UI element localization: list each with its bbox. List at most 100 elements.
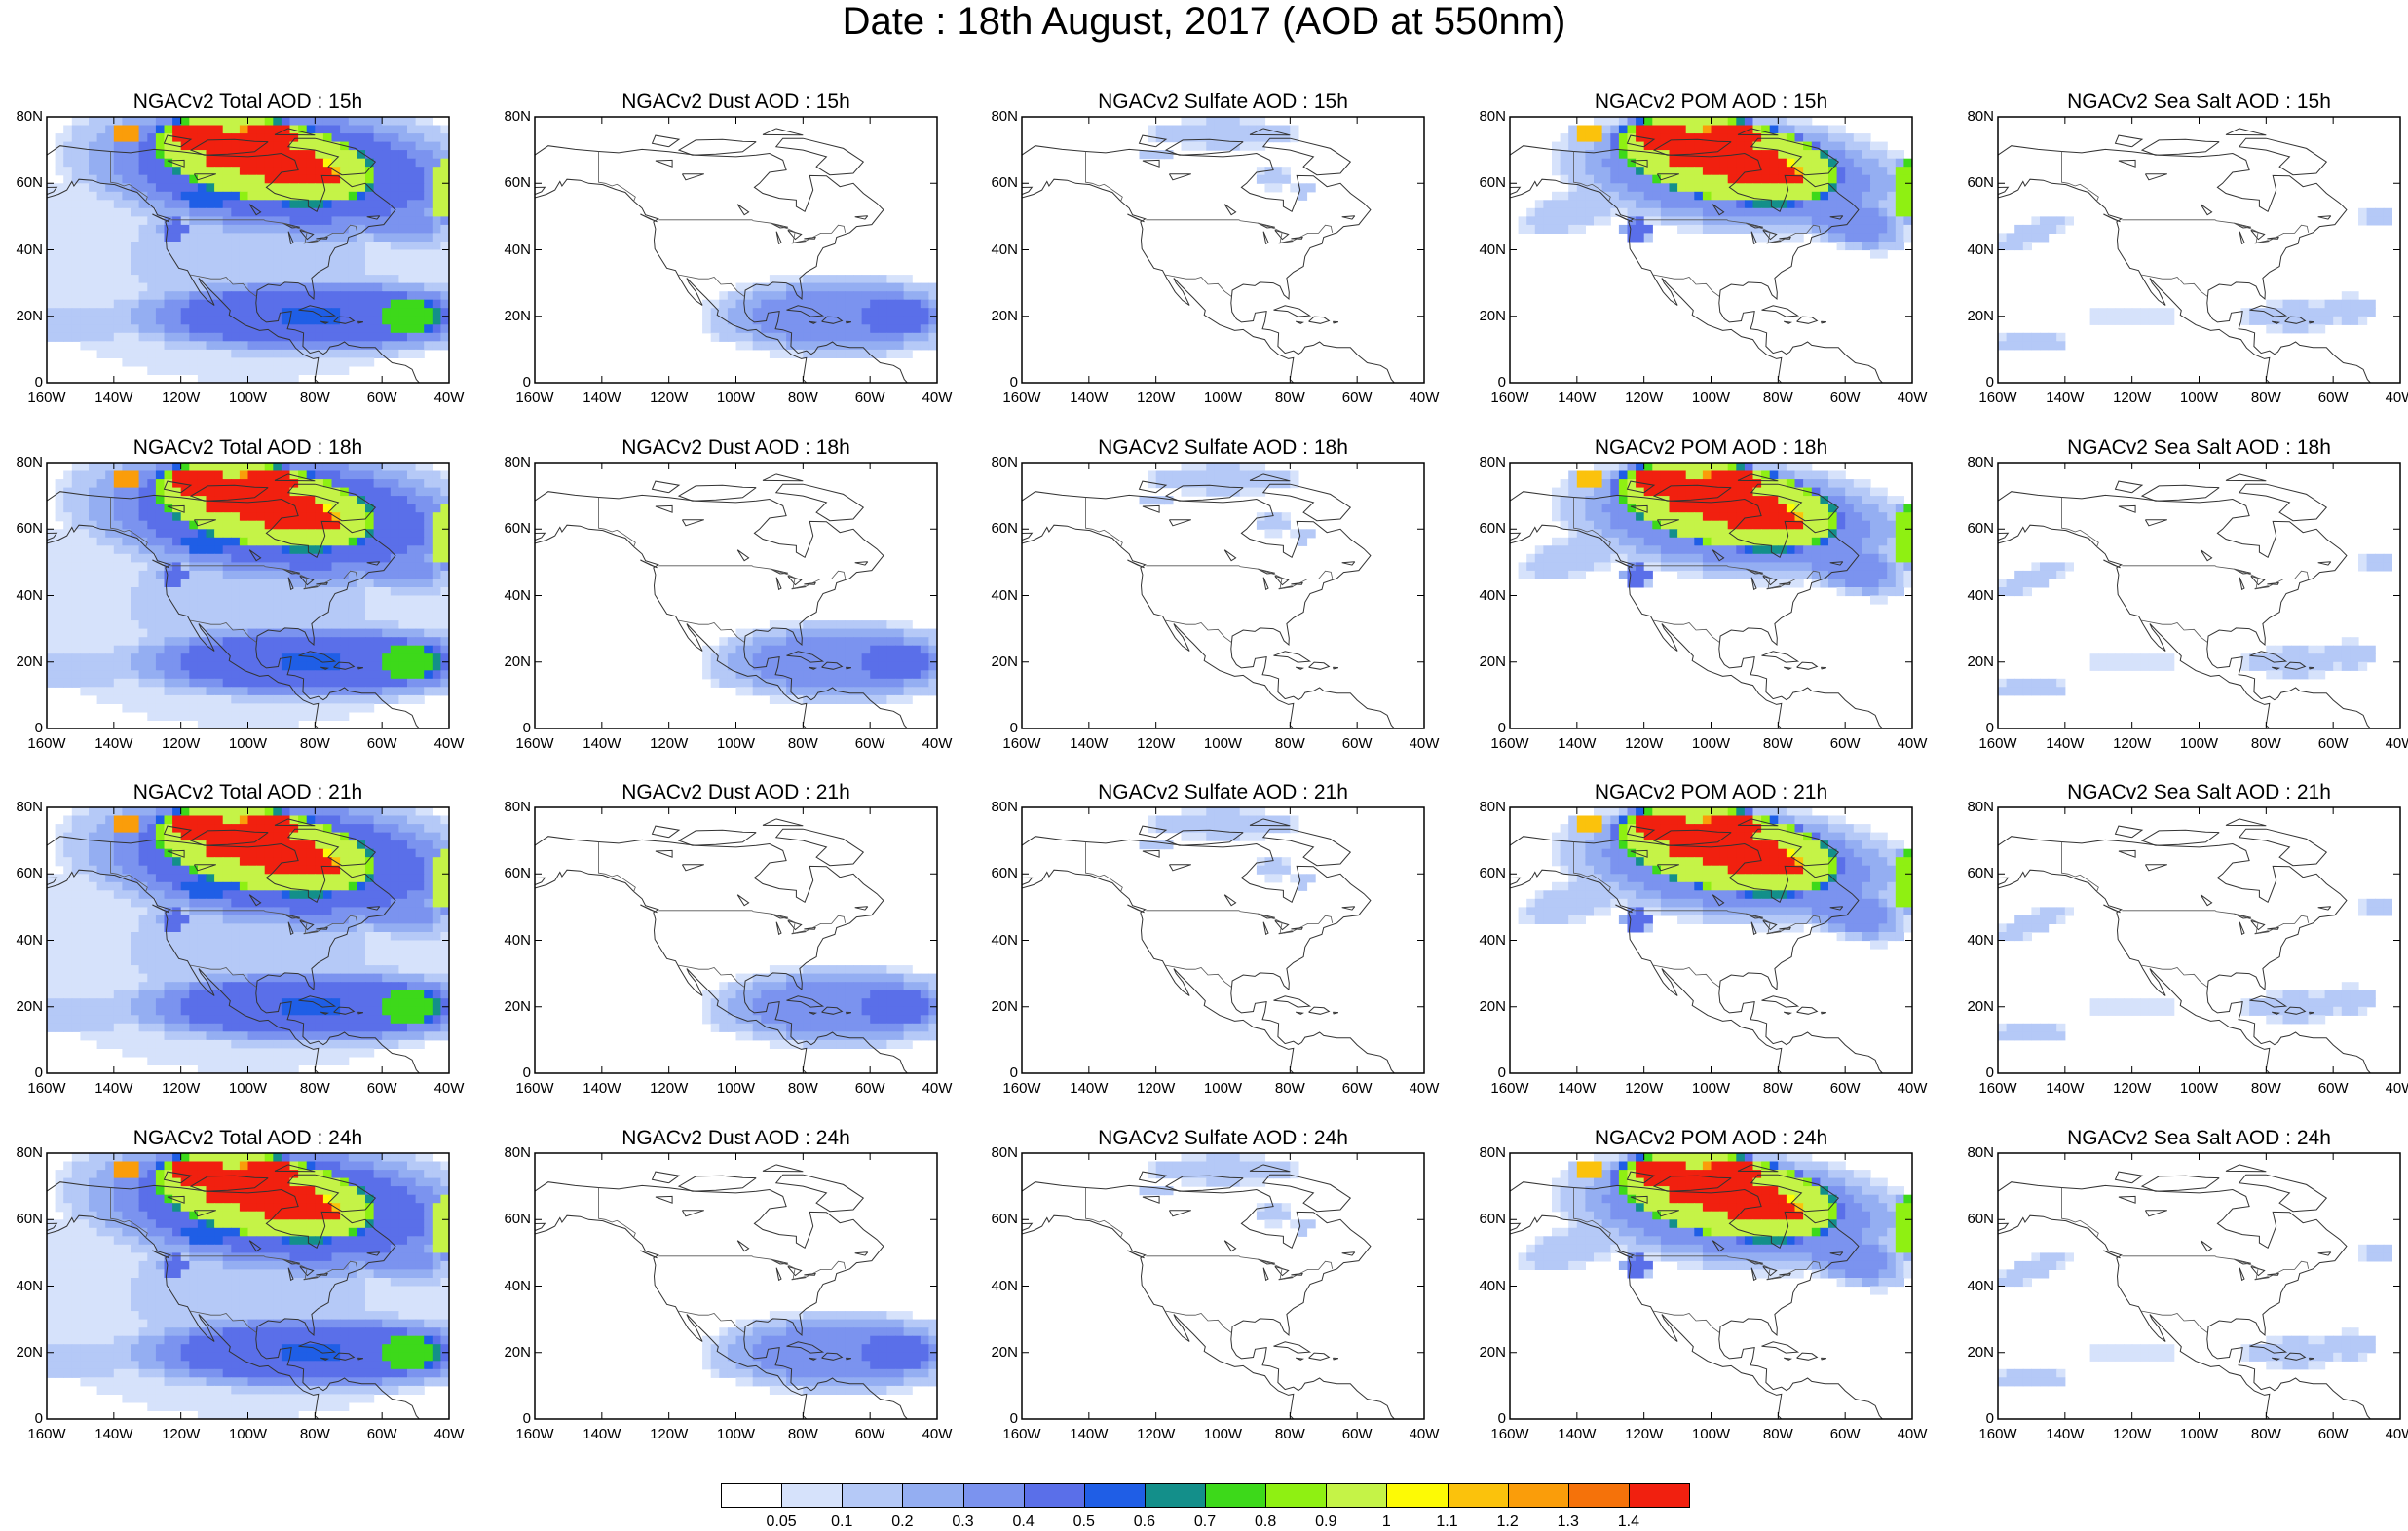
political-borders xyxy=(2061,497,2310,643)
lon-tick-label: 40W xyxy=(1409,735,1440,752)
lon-tick-label: 120W xyxy=(1625,1080,1664,1097)
aod-map xyxy=(1509,1152,1913,1420)
map-panel-seasalt-18h: NGACv2 Sea Salt AOD : 18h 80N 60N 40N 20N 0 16… xyxy=(1951,436,2408,752)
lat-tick-label: 80N xyxy=(1479,454,1506,470)
lat-tick-label: 0 xyxy=(1009,1064,1018,1081)
map-panel-sulfate-24h: NGACv2 Sulfate AOD : 24h 80N 60N 40N 20N 0 160… xyxy=(975,1127,1439,1442)
aod-map xyxy=(1021,806,1425,1074)
lat-tick-label: 20N xyxy=(1479,653,1506,670)
panel-title: NGACv2 Total AOD : 18h xyxy=(132,436,363,459)
aod-map xyxy=(1509,806,1913,1074)
lon-tick-label: 160W xyxy=(1002,1426,1041,1442)
map-panel-total-21h: NGACv2 Total AOD : 21h 80N 60N 40N 20N 0 160W 1… xyxy=(0,781,464,1097)
lon-tick-label: 140W xyxy=(1070,1080,1109,1097)
lon-tick-label: 120W xyxy=(1137,735,1176,752)
lat-tick-label: 60N xyxy=(1967,865,1994,882)
map-panel-dust-15h: NGACv2 Dust AOD : 15h 80N 60N 40N 20N 0 160W 14… xyxy=(488,91,952,406)
colorbar-label: 1.2 xyxy=(1496,1513,1519,1530)
lat-tick-label: 40N xyxy=(991,586,1018,604)
lon-tick-label: 120W xyxy=(162,390,201,406)
colorbar: 0.05 0.1 0.2 0.3 0.4 0.5 0.6 0.7 0.8 0.9 1 1.1 1.2 1.… xyxy=(721,1483,1690,1531)
lat-tick-label: 40N xyxy=(16,1277,43,1294)
coastlines xyxy=(47,818,421,1073)
lat-tick-label: 60N xyxy=(991,1211,1018,1228)
lon-tick-label: 100W xyxy=(228,735,268,752)
colorbar-label: 1 xyxy=(1381,1513,1391,1530)
political-borders xyxy=(2061,841,2310,988)
colorbar-swatch xyxy=(1265,1483,1328,1508)
map-panel-pom-18h: NGACv2 POM AOD : 18h 80N 60N 40N 20N 0 160W 140… xyxy=(1463,436,1927,752)
aod-field xyxy=(702,620,937,704)
political-borders xyxy=(598,151,847,297)
lon-tick-label: 160W xyxy=(1490,390,1529,406)
lon-tick-label: 120W xyxy=(1137,1426,1176,1442)
lat-tick-label: 0 xyxy=(522,720,531,736)
lat-tick-label: 60N xyxy=(991,865,1018,882)
lat-tick-label: 20N xyxy=(1967,997,1994,1015)
lat-tick-label: 20N xyxy=(504,653,531,670)
political-borders xyxy=(2061,1187,2310,1333)
aod-field xyxy=(1998,207,2392,351)
panel-title: NGACv2 POM AOD : 24h xyxy=(1594,1127,1828,1149)
lon-tick-label: 80W xyxy=(299,1426,330,1442)
map-panel-total-24h: NGACv2 Total AOD : 24h 80N 60N 40N 20N 0 160W 1… xyxy=(0,1127,464,1442)
map-panel-sulfate-15h: NGACv2 Sulfate AOD : 15h 80N 60N 40N 20N 0 160… xyxy=(975,91,1439,406)
lon-tick-label: 100W xyxy=(716,735,756,752)
lat-tick-label: 0 xyxy=(1985,1064,1994,1081)
colorbar-label: 1.4 xyxy=(1617,1513,1639,1530)
lon-tick-label: 160W xyxy=(27,735,66,752)
aod-field xyxy=(1998,553,2392,696)
lon-tick-label: 120W xyxy=(1137,390,1176,406)
colorbar-swatch xyxy=(1205,1483,1267,1508)
political-borders xyxy=(1085,841,1334,988)
colorbar-swatch xyxy=(1567,1483,1630,1508)
lat-tick-label: 40N xyxy=(16,931,43,949)
lon-tick-label: 60W xyxy=(1829,390,1861,406)
lon-tick-label: 80W xyxy=(299,735,330,752)
colorbar-swatch xyxy=(1386,1483,1449,1508)
lon-tick-label: 160W xyxy=(1490,735,1529,752)
map-panel-sulfate-21h: NGACv2 Sulfate AOD : 21h 80N 60N 40N 20N 0 160… xyxy=(975,781,1439,1097)
lon-tick-label: 100W xyxy=(228,390,268,406)
colorbar-label: 0.9 xyxy=(1315,1513,1337,1530)
colorbar-swatch xyxy=(1144,1483,1206,1508)
lat-tick-label: 80N xyxy=(991,799,1018,815)
lat-tick-label: 0 xyxy=(1497,374,1506,391)
lat-tick-label: 60N xyxy=(1479,1211,1506,1228)
lon-tick-label: 40W xyxy=(1409,1080,1440,1097)
aod-field xyxy=(47,1153,449,1419)
lat-tick-label: 80N xyxy=(991,454,1018,470)
panel-title: NGACv2 Sulfate AOD : 21h xyxy=(1098,781,1348,803)
lon-tick-label: 120W xyxy=(2113,1426,2152,1442)
lat-tick-label: 40N xyxy=(991,931,1018,949)
lon-tick-label: 140W xyxy=(1070,1426,1109,1442)
map-panel-dust-21h: NGACv2 Dust AOD : 21h 80N 60N 40N 20N 0 160W 14… xyxy=(488,781,952,1097)
aod-map xyxy=(46,462,450,729)
lat-tick-label: 0 xyxy=(1009,1410,1018,1427)
panel-title: NGACv2 Sulfate AOD : 24h xyxy=(1098,1127,1348,1149)
lat-tick-label: 0 xyxy=(522,1064,531,1081)
lon-tick-label: 100W xyxy=(1691,1426,1731,1442)
map-panel-seasalt-21h: NGACv2 Sea Salt AOD : 21h 80N 60N 40N 20N 0 16… xyxy=(1951,781,2408,1097)
lon-tick-label: 80W xyxy=(1762,1080,1793,1097)
aod-field xyxy=(1998,1244,2392,1387)
map-panel-pom-15h: NGACv2 POM AOD : 15h 80N 60N 40N 20N 0 160W 140… xyxy=(1463,91,1927,406)
lon-tick-label: 60W xyxy=(1341,1080,1373,1097)
lat-tick-label: 80N xyxy=(504,108,531,125)
colorbar-label: 0.2 xyxy=(891,1513,914,1530)
lon-tick-label: 140W xyxy=(583,390,621,406)
lat-tick-label: 80N xyxy=(1967,799,1994,815)
lon-tick-label: 60W xyxy=(2317,735,2349,752)
lon-tick-label: 100W xyxy=(1203,390,1243,406)
lon-tick-label: 160W xyxy=(1002,1080,1041,1097)
lat-tick-label: 60N xyxy=(1967,1211,1994,1228)
political-borders xyxy=(1573,1187,1822,1333)
lon-tick-label: 100W xyxy=(1691,390,1731,406)
panel-title: NGACv2 Sulfate AOD : 18h xyxy=(1098,436,1348,459)
colorbar-label: 1.3 xyxy=(1557,1513,1579,1530)
lon-tick-label: 80W xyxy=(2250,390,2281,406)
lat-tick-label: 60N xyxy=(16,865,43,882)
lat-tick-label: 60N xyxy=(504,1211,531,1228)
colorbar-swatch xyxy=(721,1483,783,1508)
lat-tick-label: 60N xyxy=(1479,520,1506,538)
